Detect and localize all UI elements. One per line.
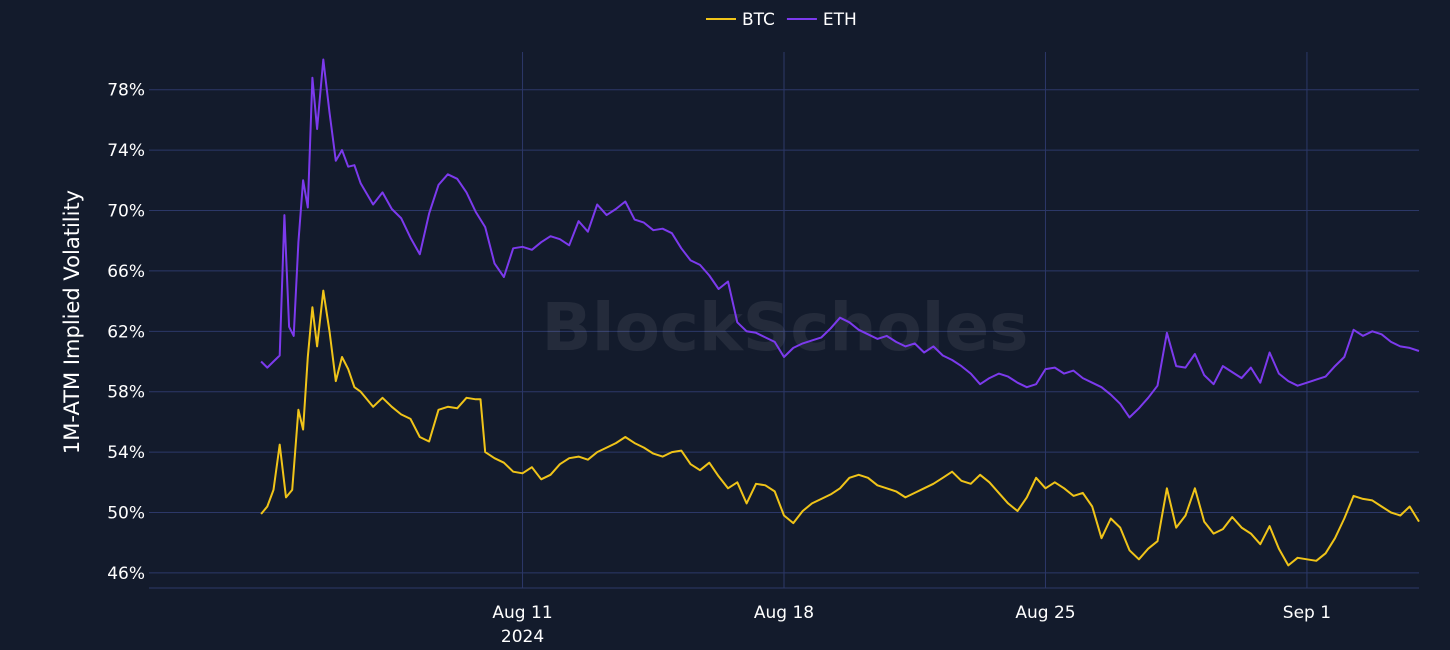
x-tick-label: Aug 25 bbox=[1015, 603, 1075, 623]
legend: BTC ETH bbox=[706, 10, 857, 30]
legend-item-eth[interactable]: ETH bbox=[786, 10, 857, 30]
y-tick-label: 66% bbox=[107, 262, 145, 282]
y-tick-label: 62% bbox=[107, 322, 145, 342]
y-tick-label: 74% bbox=[107, 141, 145, 161]
y-tick-label: 70% bbox=[107, 202, 145, 222]
series-lines bbox=[260, 58, 1420, 567]
series-line-btc bbox=[260, 289, 1420, 567]
x-tick-label: Aug 18 bbox=[754, 603, 814, 623]
legend-label: BTC bbox=[742, 10, 775, 30]
y-tick-label: 58% bbox=[107, 383, 145, 403]
x-axis-ticks: Aug 11 2024 Aug 18 Aug 25 Sep 1 bbox=[492, 603, 1331, 647]
y-tick-label: 78% bbox=[107, 81, 145, 101]
legend-label: ETH bbox=[823, 10, 857, 30]
gridlines bbox=[149, 52, 1419, 589]
series-line-eth bbox=[260, 58, 1420, 419]
y-axis-ticks: 46% 50% 54% 58% 62% 66% 70% 74% 78% bbox=[107, 81, 145, 584]
x-tick-label: Sep 1 bbox=[1283, 603, 1331, 623]
watermark-text: BlockScholes bbox=[542, 289, 1029, 366]
y-tick-label: 54% bbox=[107, 443, 145, 463]
y-axis-title: 1M-ATM Implied Volatility bbox=[60, 190, 84, 454]
x-tick-label: Aug 11 bbox=[492, 603, 552, 623]
y-tick-label: 46% bbox=[107, 564, 145, 584]
y-tick-label: 50% bbox=[107, 504, 145, 524]
x-tick-sublabel: 2024 bbox=[501, 627, 544, 647]
legend-item-btc[interactable]: BTC bbox=[706, 10, 775, 30]
